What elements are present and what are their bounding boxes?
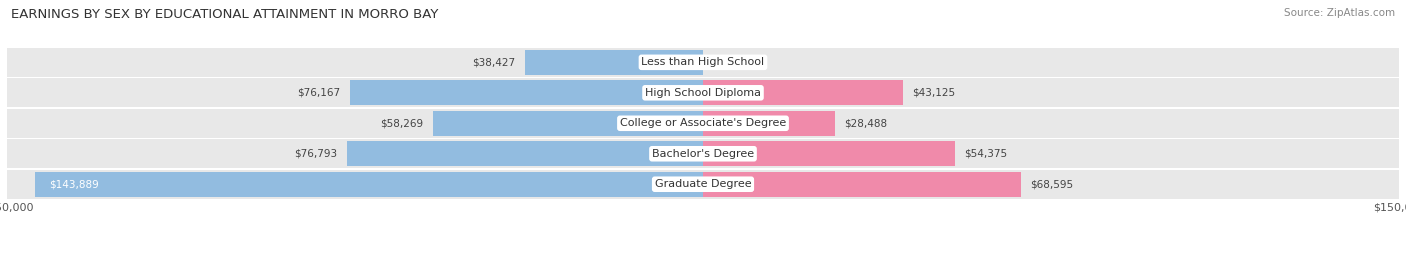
Text: $58,269: $58,269 (380, 118, 423, 128)
Text: Less than High School: Less than High School (641, 57, 765, 67)
Text: Graduate Degree: Graduate Degree (655, 179, 751, 189)
Bar (433, 111, 703, 136)
Text: College or Associate's Degree: College or Associate's Degree (620, 118, 786, 128)
Text: High School Diploma: High School Diploma (645, 88, 761, 98)
Text: $54,375: $54,375 (965, 149, 1008, 159)
Bar (524, 50, 703, 75)
Bar (7, 79, 1399, 107)
Text: $76,167: $76,167 (297, 88, 340, 98)
Bar (350, 80, 703, 105)
Text: $28,488: $28,488 (845, 118, 887, 128)
Bar (7, 170, 1399, 199)
Text: $68,595: $68,595 (1031, 179, 1074, 189)
Bar (347, 141, 703, 166)
Bar (703, 80, 903, 105)
Text: EARNINGS BY SEX BY EDUCATIONAL ATTAINMENT IN MORRO BAY: EARNINGS BY SEX BY EDUCATIONAL ATTAINMEN… (11, 8, 439, 21)
Text: Bachelor's Degree: Bachelor's Degree (652, 149, 754, 159)
Text: $0: $0 (713, 57, 725, 67)
Bar (7, 139, 1399, 168)
Text: Source: ZipAtlas.com: Source: ZipAtlas.com (1284, 8, 1395, 18)
Bar (35, 172, 703, 197)
Bar (703, 111, 835, 136)
Text: $43,125: $43,125 (912, 88, 956, 98)
Text: $143,889: $143,889 (49, 179, 98, 189)
Bar (703, 141, 955, 166)
Bar (703, 172, 1021, 197)
Bar (7, 109, 1399, 137)
Text: $38,427: $38,427 (472, 57, 516, 67)
Text: $76,793: $76,793 (294, 149, 337, 159)
Bar (7, 48, 1399, 77)
